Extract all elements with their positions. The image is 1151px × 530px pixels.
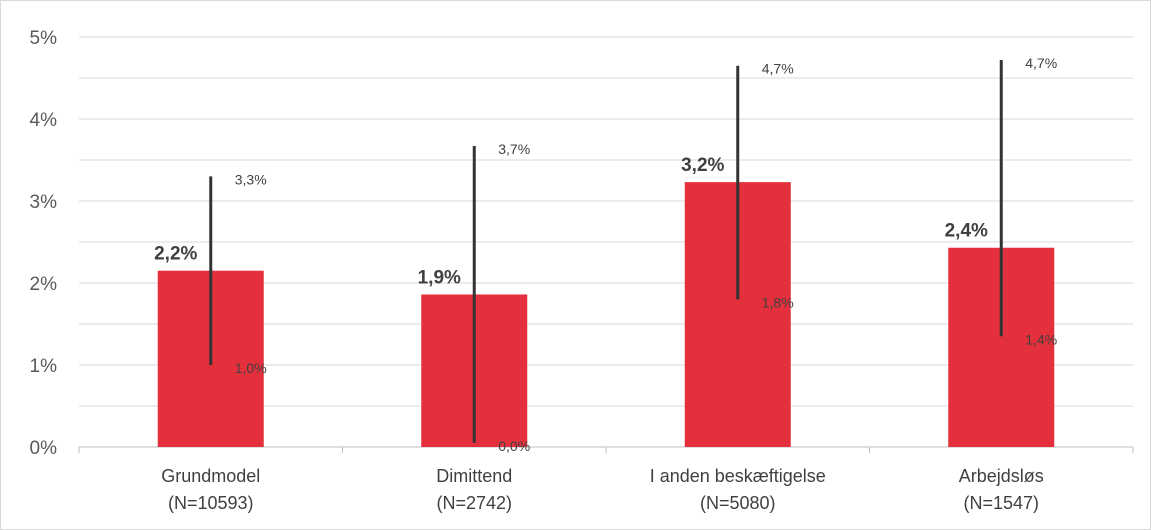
error-low-label: 0,0% [498,438,530,454]
category-label: I anden beskæftigelse [650,466,826,486]
value-label: 1,9% [418,267,461,288]
error-high-label: 4,7% [762,61,794,77]
y-tick-label: 0% [30,438,58,459]
category-label: (N=5080) [700,493,776,513]
y-tick-label: 2% [30,274,58,295]
category-label: Grundmodel [161,466,260,486]
y-tick-label: 1% [30,356,58,377]
category-label: (N=2742) [436,493,512,513]
category-label: (N=10593) [168,493,254,513]
value-label: 3,2% [681,155,724,176]
y-tick-label: 5% [30,28,58,49]
error-high-label: 3,7% [498,141,530,157]
error-high-label: 4,7% [1025,55,1057,71]
value-label: 2,4% [945,221,988,242]
category-label: Arbejdsløs [959,466,1044,486]
y-tick-label: 3% [30,192,58,213]
category-label: (N=1547) [963,493,1039,513]
error-high-label: 3,3% [235,171,267,187]
error-low-label: 1,8% [762,294,794,310]
y-tick-label: 4% [30,110,58,131]
value-label: 2,2% [154,244,197,265]
error-low-label: 1,0% [235,360,267,376]
category-label: Dimittend [436,466,512,486]
error-low-label: 1,4% [1025,331,1057,347]
